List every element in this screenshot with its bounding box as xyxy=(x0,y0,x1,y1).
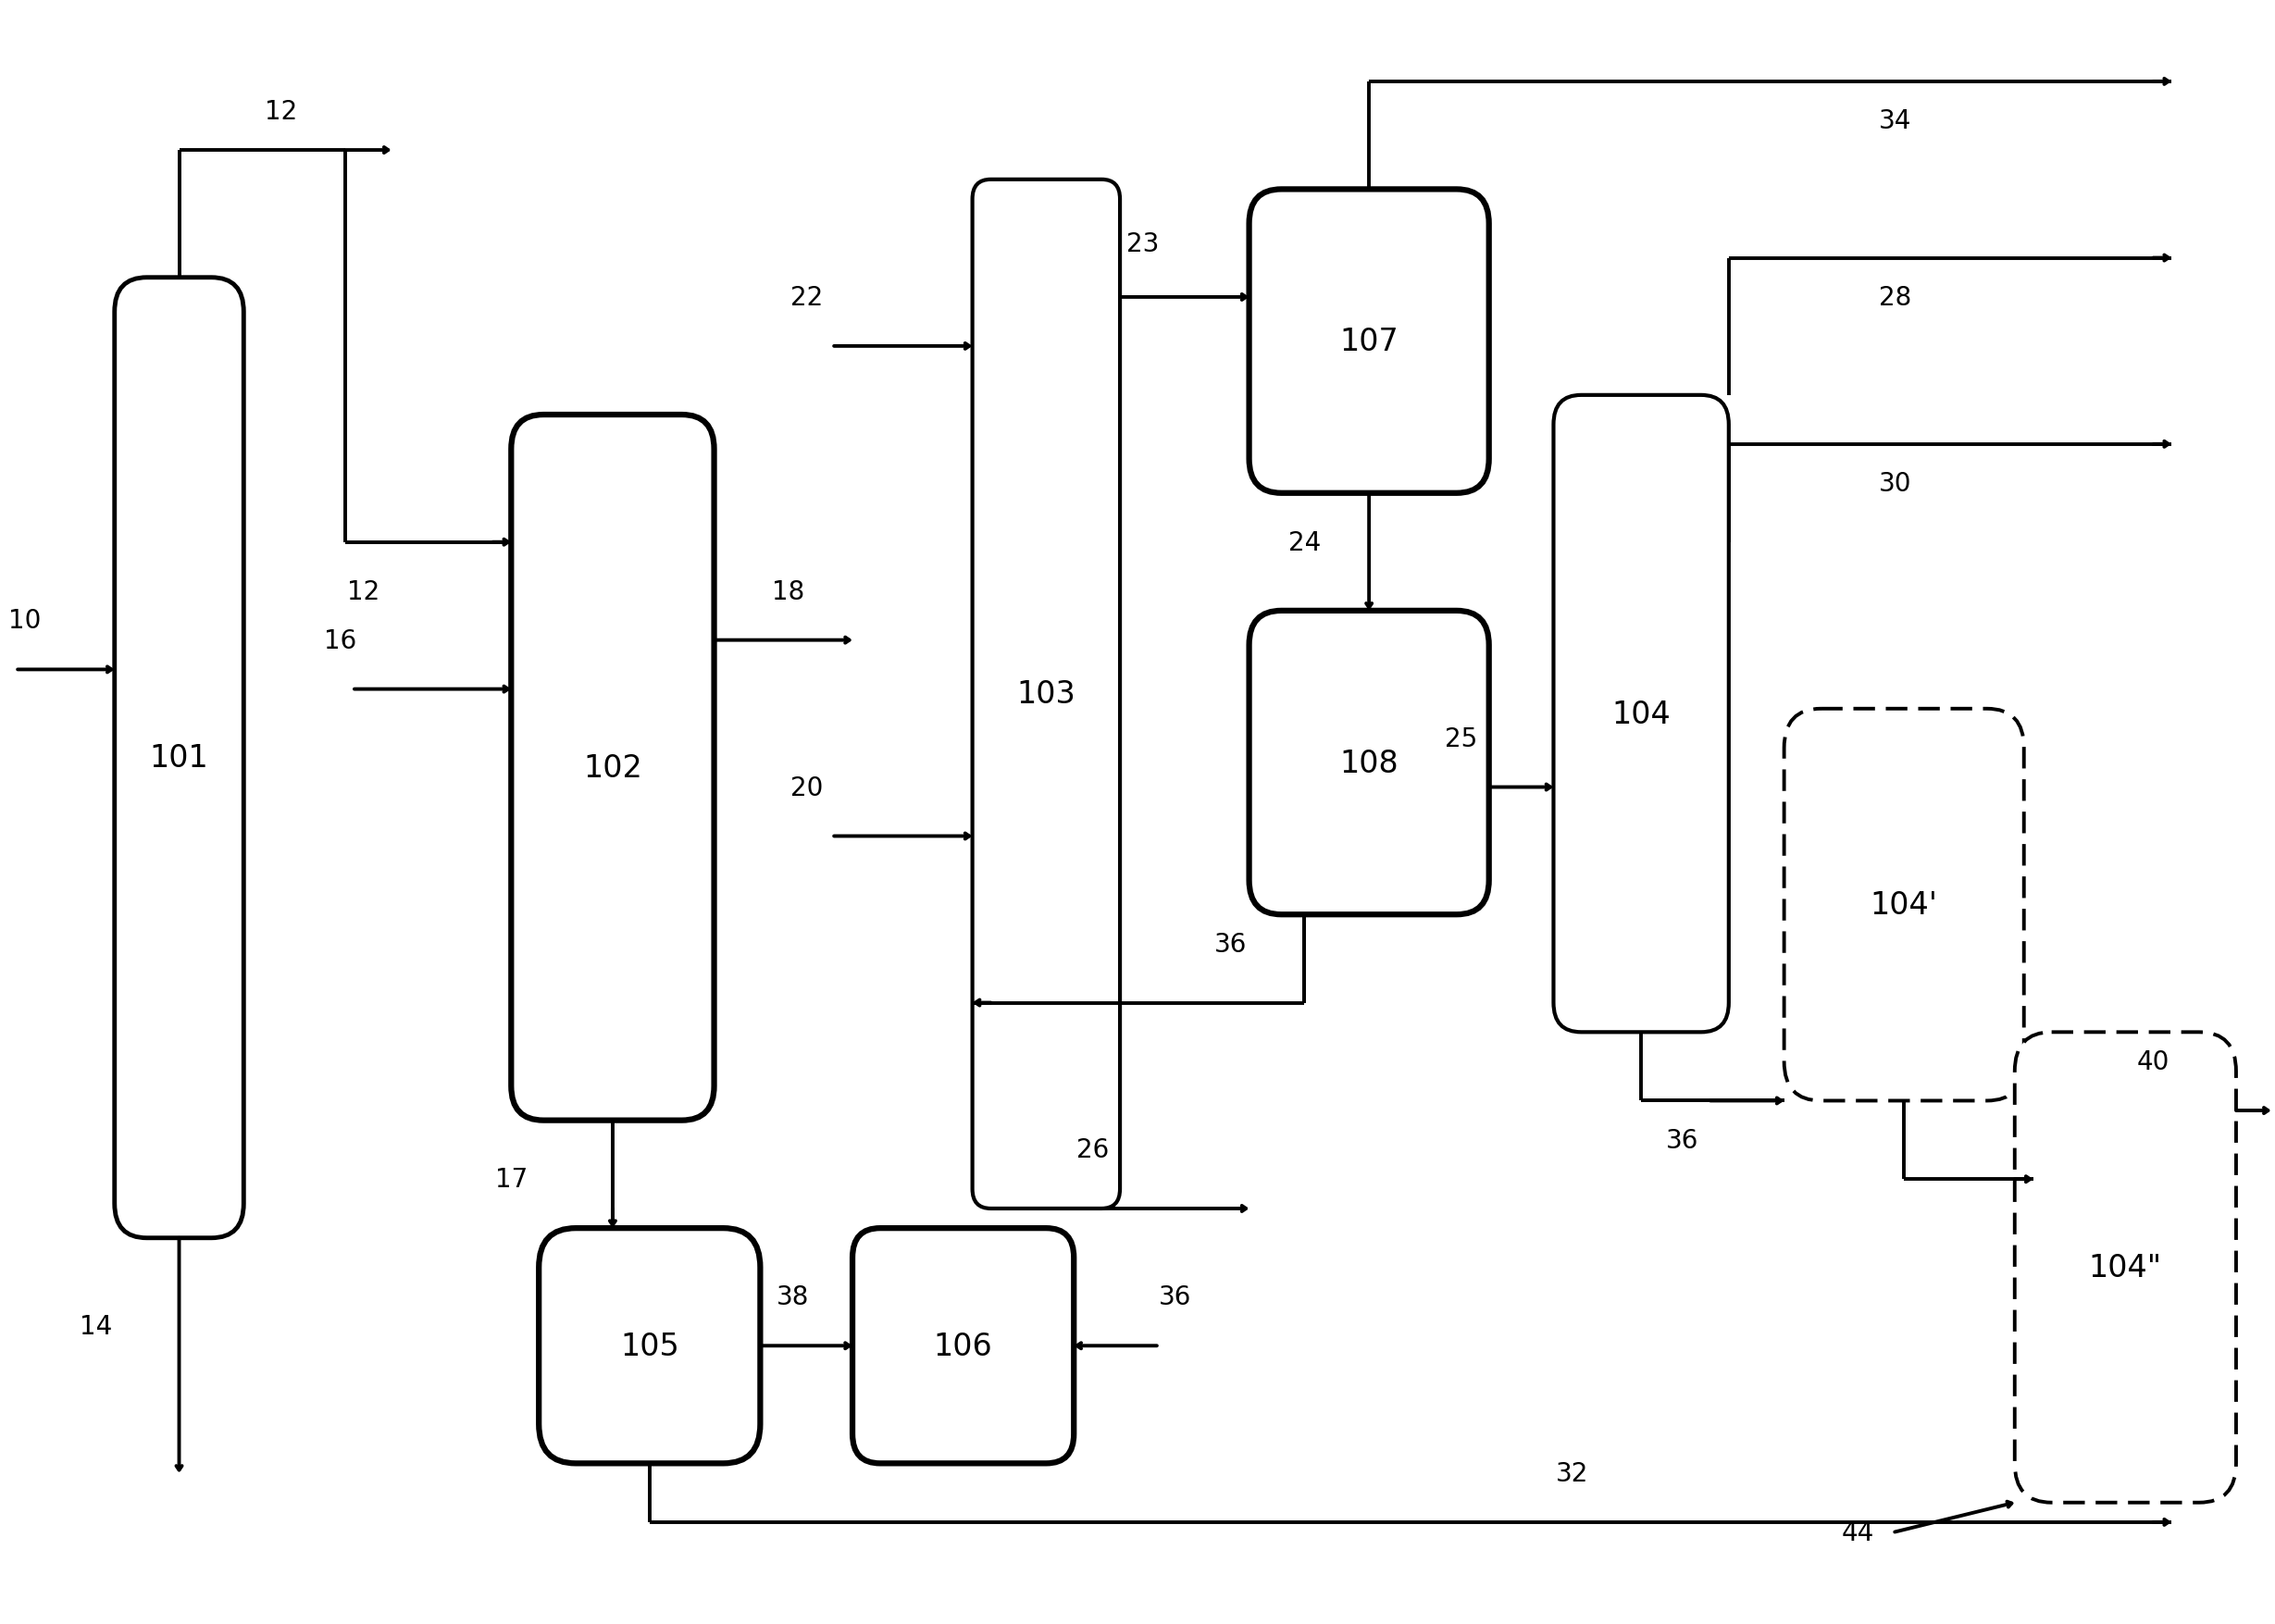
Text: 12: 12 xyxy=(348,578,380,604)
Text: 104": 104" xyxy=(2088,1252,2161,1283)
Text: 24: 24 xyxy=(1288,529,1322,555)
FancyBboxPatch shape xyxy=(1249,190,1488,494)
Text: 30: 30 xyxy=(1879,471,1911,497)
Text: 14: 14 xyxy=(80,1314,111,1340)
Text: 107: 107 xyxy=(1340,326,1399,357)
Text: 36: 36 xyxy=(1215,931,1247,957)
Text: 36: 36 xyxy=(1158,1285,1192,1311)
FancyBboxPatch shape xyxy=(1784,710,2025,1101)
Text: 104': 104' xyxy=(1870,890,1938,921)
Text: 36: 36 xyxy=(1665,1127,1699,1153)
Text: 104: 104 xyxy=(1611,698,1670,729)
Text: 103: 103 xyxy=(1017,679,1076,710)
Text: 17: 17 xyxy=(496,1166,528,1192)
FancyBboxPatch shape xyxy=(512,416,714,1121)
Text: 101: 101 xyxy=(150,742,209,773)
Text: 28: 28 xyxy=(1879,284,1911,310)
Text: 102: 102 xyxy=(582,752,642,783)
Text: 12: 12 xyxy=(264,99,298,125)
Text: 20: 20 xyxy=(789,775,824,801)
Text: 40: 40 xyxy=(2136,1049,2170,1075)
Text: 106: 106 xyxy=(933,1330,992,1361)
Text: 108: 108 xyxy=(1340,747,1399,778)
Text: 105: 105 xyxy=(621,1330,678,1361)
Text: 10: 10 xyxy=(9,607,41,633)
Text: 25: 25 xyxy=(1445,726,1476,752)
Text: 38: 38 xyxy=(776,1285,810,1311)
Text: 26: 26 xyxy=(1076,1137,1108,1163)
Text: 18: 18 xyxy=(771,578,805,604)
FancyBboxPatch shape xyxy=(1554,396,1729,1033)
FancyBboxPatch shape xyxy=(853,1228,1074,1463)
Text: 16: 16 xyxy=(325,627,357,653)
Text: 34: 34 xyxy=(1879,109,1911,135)
Text: 32: 32 xyxy=(1556,1460,1588,1486)
FancyBboxPatch shape xyxy=(971,180,1119,1208)
Text: 44: 44 xyxy=(1840,1518,1875,1544)
FancyBboxPatch shape xyxy=(2016,1033,2236,1502)
Text: 23: 23 xyxy=(1126,231,1160,257)
FancyBboxPatch shape xyxy=(114,278,243,1237)
FancyBboxPatch shape xyxy=(539,1228,760,1463)
Text: 22: 22 xyxy=(789,284,824,310)
FancyBboxPatch shape xyxy=(1249,611,1488,914)
